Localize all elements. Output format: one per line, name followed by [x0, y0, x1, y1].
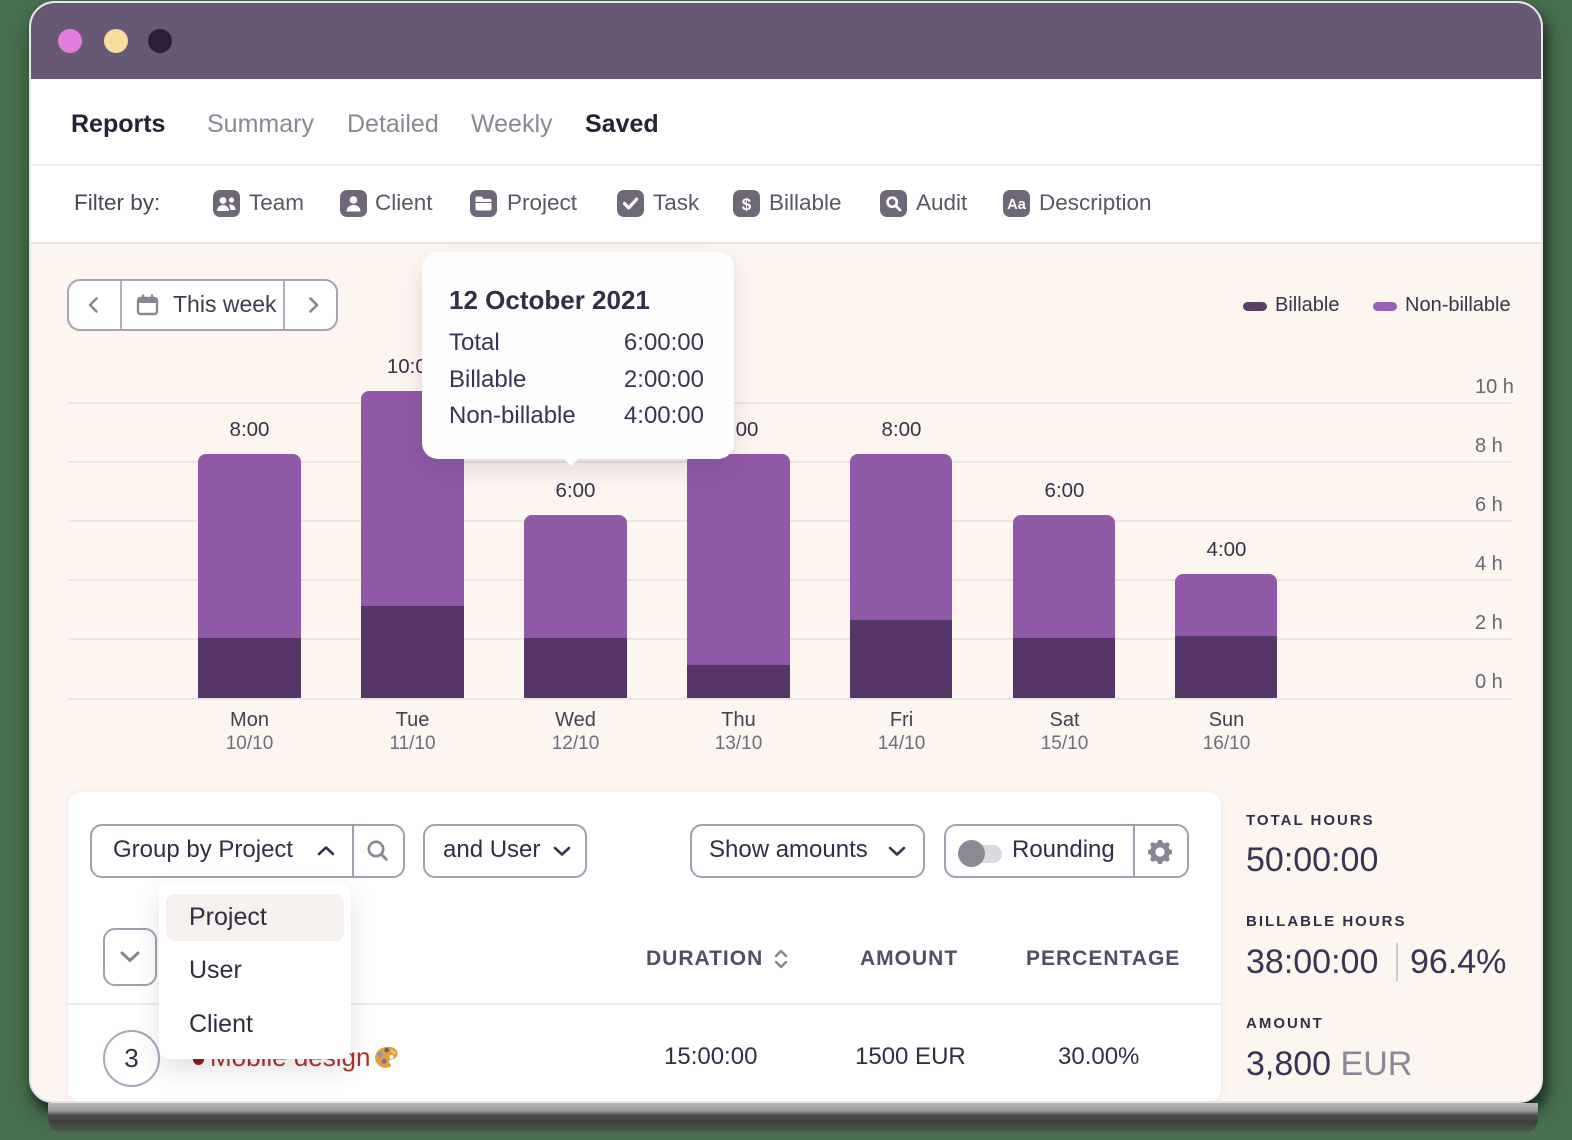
svg-text:$: $ [742, 195, 752, 214]
svg-text:Aa: Aa [1007, 197, 1026, 213]
